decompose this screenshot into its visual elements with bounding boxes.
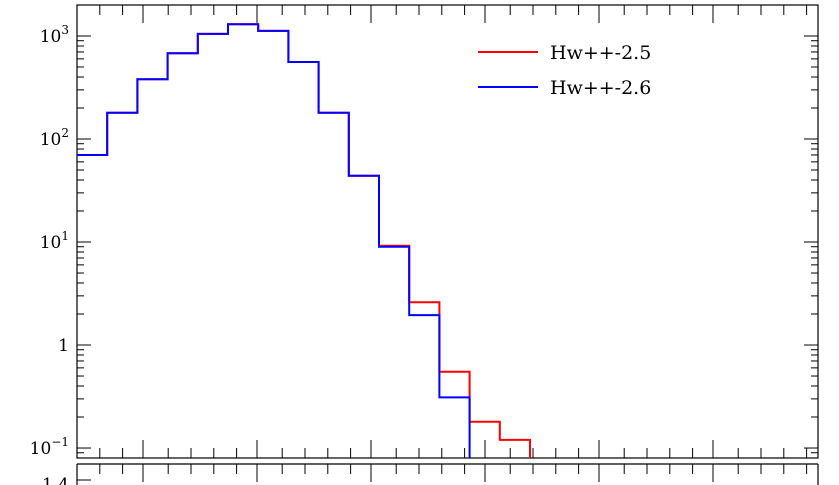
series-line-2 bbox=[77, 23, 471, 458]
series-line-1 bbox=[77, 23, 531, 458]
legend-entry: Hw++-2.6 bbox=[550, 77, 651, 99]
plot-border bbox=[76, 4, 819, 459]
y-tick-labels: 103 102 101 1 10−1 bbox=[30, 23, 69, 459]
y-tick-label: 101 bbox=[40, 229, 69, 253]
y-tick-label: 103 bbox=[40, 23, 69, 47]
plot-frame bbox=[76, 4, 819, 485]
series-lines bbox=[77, 23, 531, 458]
y-tick-label: 1 bbox=[58, 336, 69, 356]
ratio-panel-tick-label: 1.4 bbox=[42, 475, 69, 485]
axis-ticks bbox=[76, 4, 818, 482]
y-tick-label: 102 bbox=[40, 126, 69, 150]
legend: Hw++-2.5 Hw++-2.6 bbox=[478, 42, 651, 99]
y-tick-label: 10−1 bbox=[30, 435, 69, 459]
legend-entry: Hw++-2.5 bbox=[550, 42, 651, 64]
